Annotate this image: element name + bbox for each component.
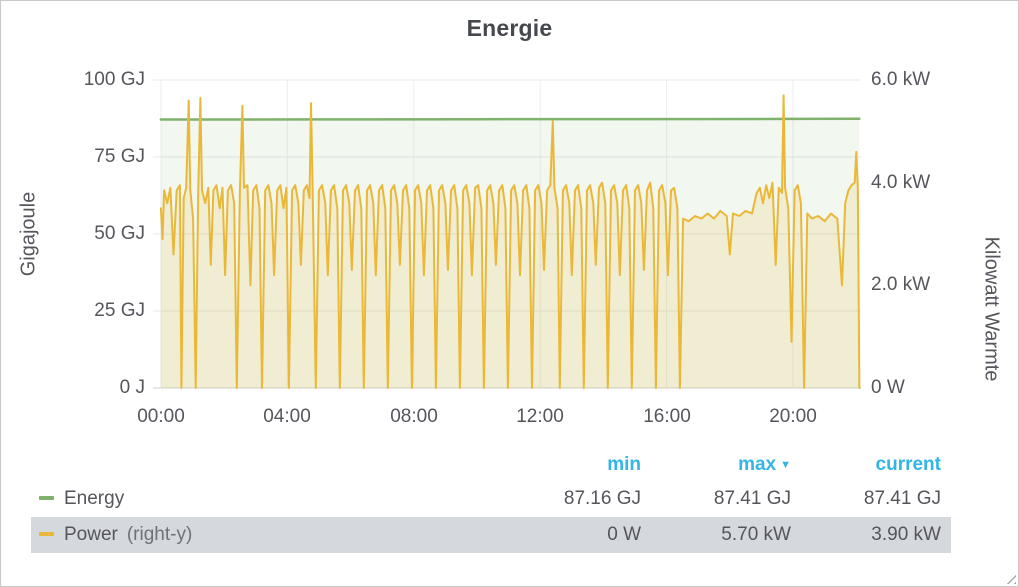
energy-current-value: 87.41 GJ [863,488,941,509]
time-series-chart[interactable]: Gigajoule Kilowatt Warmte 100 GJ 75 GJ 50 … [1,59,1019,441]
legend-row-energy[interactable]: Energy 87.16 GJ 87.41 GJ 87.41 GJ [31,481,951,517]
x-tick-label: 20:00 [769,406,817,427]
power-series-cell: Power (right-y) [31,524,501,546]
y-right-tick-label: 0 W [871,377,905,398]
power-min-value: 0 W [607,524,641,545]
y-left-tick-label: 0 J [119,377,145,398]
y-right-tick-label: 6.0 kW [871,69,931,90]
legend-row-power[interactable]: Power (right-y) 0 W 5.70 kW 3.90 kW [31,517,951,553]
y-right-tick-label: 4.0 kW [871,172,931,193]
power-series-axis-suffix: (right-y) [126,524,193,545]
power-max-value: 5.70 kW [721,524,791,545]
energy-max-value: 87.41 GJ [713,488,791,509]
power-current-value: 3.90 kW [871,524,941,545]
legend-header-min[interactable]: min [607,454,641,475]
y-left-tick-label: 100 GJ [83,69,145,90]
resize-handle-icon[interactable] [1003,571,1016,584]
x-tick-label: 12:00 [516,406,564,427]
y-left-tick-label: 25 GJ [94,300,145,321]
energy-min-value: 87.16 GJ [563,488,641,509]
x-tick-label: 00:00 [137,406,185,427]
legend: min max ▼ current Energy 87.16 GJ 87.41 G… [31,449,951,553]
x-tick-label: 04:00 [263,406,311,427]
legend-header-max-label: max [738,454,777,475]
sort-desc-icon: ▼ [780,459,791,471]
x-tick-label: 08:00 [390,406,438,427]
plot-area[interactable] [1,59,1019,441]
energy-series-swatch[interactable] [39,496,54,500]
y-right-tick-label: 2.0 kW [871,274,931,295]
y-left-tick-label: 75 GJ [94,146,145,167]
energy-series-label: Energy [64,488,125,509]
power-series-swatch[interactable] [39,532,54,536]
y-left-tick-label: 50 GJ [94,223,145,244]
panel-title[interactable]: Energie [466,15,553,41]
x-tick-label: 16:00 [643,406,691,427]
power-series-label: Power [64,524,118,545]
legend-header-current[interactable]: current [875,454,941,475]
energy-series-cell: Energy [31,488,501,510]
legend-header-max[interactable]: max ▼ [651,454,801,476]
legend-header-row: min max ▼ current [31,449,951,481]
